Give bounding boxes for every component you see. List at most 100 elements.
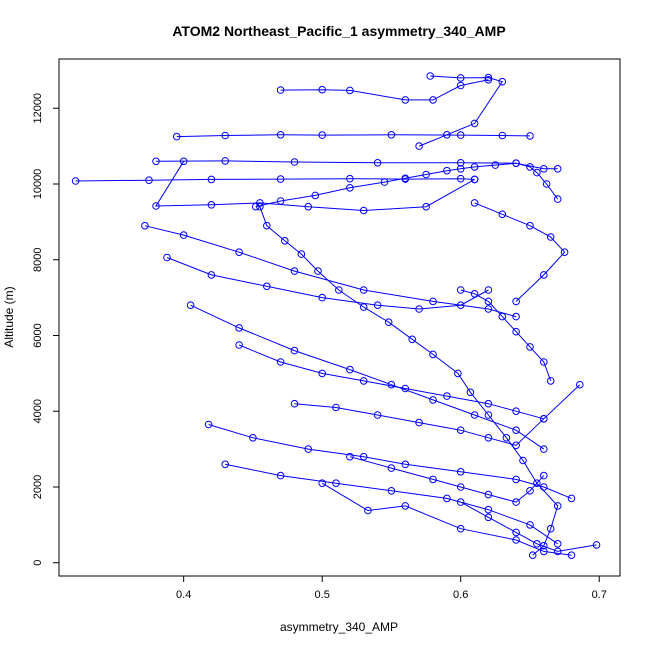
data-point bbox=[346, 86, 354, 95]
data-point bbox=[401, 502, 410, 510]
data-point bbox=[373, 159, 382, 167]
data-point bbox=[553, 540, 562, 548]
data-point bbox=[526, 221, 534, 230]
series-line bbox=[144, 225, 517, 318]
data-point bbox=[429, 297, 437, 306]
x-tick-label: 0.7 bbox=[592, 589, 607, 601]
series-line bbox=[259, 206, 559, 556]
series-line bbox=[474, 202, 566, 302]
data-point bbox=[335, 286, 343, 294]
series-line bbox=[294, 384, 581, 446]
x-axis-label: asymmetry_340_AMP bbox=[280, 620, 398, 634]
x-tick-label: 0.6 bbox=[453, 589, 468, 601]
data-point bbox=[429, 350, 437, 359]
data-point bbox=[422, 202, 430, 211]
data-point bbox=[304, 445, 313, 453]
data-point bbox=[359, 286, 368, 294]
data-point bbox=[512, 327, 520, 336]
data-point bbox=[546, 377, 555, 385]
data-point bbox=[456, 74, 465, 82]
data-point bbox=[281, 237, 289, 245]
data-point bbox=[456, 131, 465, 139]
data-point bbox=[456, 498, 465, 506]
series-layer bbox=[71, 72, 601, 560]
data-point bbox=[533, 168, 541, 177]
data-point bbox=[290, 346, 299, 355]
data-point bbox=[318, 369, 327, 378]
series-line bbox=[460, 501, 597, 552]
data-point bbox=[456, 81, 465, 90]
data-point bbox=[512, 536, 520, 544]
data-point bbox=[332, 403, 340, 412]
data-point bbox=[387, 464, 396, 472]
data-point bbox=[484, 434, 493, 442]
y-axis-label: Altitude (m) bbox=[2, 286, 16, 347]
data-point bbox=[526, 487, 534, 495]
data-point bbox=[304, 202, 313, 211]
y-tick-label: 8000 bbox=[32, 247, 44, 271]
data-point bbox=[456, 483, 465, 491]
data-point bbox=[443, 131, 451, 139]
data-point bbox=[484, 73, 493, 82]
data-point bbox=[276, 131, 285, 139]
data-point bbox=[387, 131, 396, 139]
series-line bbox=[418, 75, 504, 147]
data-point bbox=[546, 524, 555, 533]
data-point bbox=[364, 506, 372, 515]
data-point bbox=[484, 513, 493, 522]
data-point bbox=[470, 199, 479, 207]
series-line bbox=[155, 161, 475, 212]
data-point bbox=[498, 312, 507, 321]
data-point bbox=[443, 392, 451, 400]
data-point bbox=[145, 176, 153, 184]
data-point bbox=[263, 282, 271, 291]
data-point bbox=[172, 132, 181, 141]
data-point bbox=[456, 165, 465, 173]
data-point bbox=[276, 175, 285, 183]
data-point bbox=[528, 551, 537, 560]
y-tick-label: 4000 bbox=[32, 399, 44, 423]
data-point bbox=[373, 411, 382, 419]
series-line bbox=[208, 424, 572, 499]
series-line bbox=[190, 304, 545, 450]
data-point bbox=[466, 388, 475, 397]
data-point bbox=[456, 468, 465, 476]
data-point bbox=[491, 161, 500, 169]
data-point bbox=[502, 434, 511, 442]
data-point bbox=[498, 210, 507, 219]
data-point bbox=[560, 248, 569, 256]
y-tick-label: 0 bbox=[32, 560, 44, 566]
data-point bbox=[373, 301, 382, 310]
data-point bbox=[443, 494, 451, 503]
data-point bbox=[387, 487, 396, 495]
data-point bbox=[235, 341, 243, 349]
data-point bbox=[540, 445, 548, 453]
data-point bbox=[384, 318, 393, 327]
data-point bbox=[429, 396, 437, 404]
data-point bbox=[484, 297, 493, 306]
x-tick-label: 0.4 bbox=[176, 589, 191, 601]
data-point bbox=[567, 551, 576, 560]
series-line bbox=[280, 79, 489, 101]
data-point bbox=[533, 540, 541, 548]
data-point bbox=[152, 202, 160, 210]
data-point bbox=[540, 165, 548, 173]
data-point bbox=[542, 180, 551, 188]
data-point bbox=[401, 96, 410, 104]
data-point bbox=[484, 490, 493, 499]
data-point bbox=[540, 483, 548, 491]
data-point bbox=[186, 301, 195, 310]
data-point bbox=[484, 305, 493, 313]
data-point bbox=[276, 471, 285, 480]
data-point bbox=[276, 358, 285, 366]
data-point bbox=[484, 411, 493, 419]
y-axis: 0 2000 4000 6000 8000 10000 12000 bbox=[32, 93, 60, 566]
series-line bbox=[155, 160, 558, 170]
data-point bbox=[249, 434, 257, 442]
data-point bbox=[387, 380, 396, 389]
data-point bbox=[141, 221, 149, 230]
data-point bbox=[429, 96, 437, 104]
data-point bbox=[290, 158, 299, 166]
data-point bbox=[498, 131, 507, 140]
